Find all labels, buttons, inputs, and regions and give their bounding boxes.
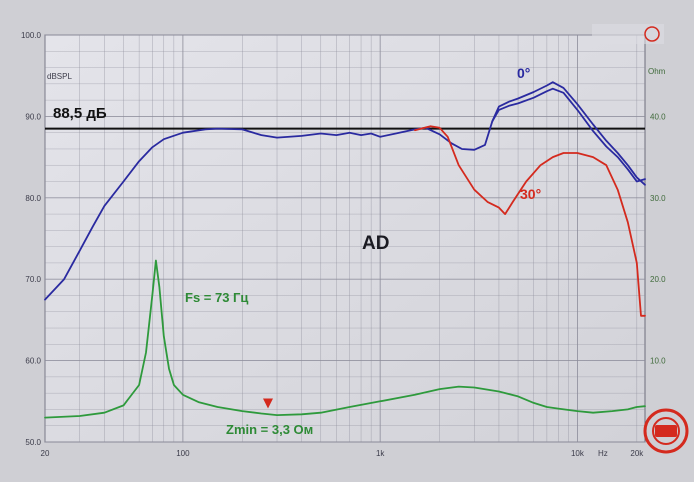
series-layer bbox=[44, 81, 646, 419]
corner-watermark bbox=[592, 24, 664, 44]
axis-ticks: 50.0 60.0 70.0 80.0 90.0 100.0 10.0 20.0 30.0 40.… bbox=[21, 31, 666, 458]
on-axis-label: 0° bbox=[517, 65, 530, 81]
magazine-logo bbox=[643, 408, 689, 454]
x-tick-label: 100 bbox=[176, 449, 190, 458]
chart-title: AD bbox=[362, 233, 389, 254]
y2-tick-label: 10.0 bbox=[650, 357, 666, 366]
x-tick-label: 20k bbox=[630, 449, 644, 458]
plot-area bbox=[44, 34, 646, 443]
y2-axis-unit: Ohm bbox=[648, 67, 666, 76]
off-axis-30-curve bbox=[414, 125, 646, 317]
impedance-curve bbox=[44, 259, 646, 419]
y-tick-label: 90.0 bbox=[25, 112, 41, 121]
off-axis-label: 30° bbox=[520, 186, 541, 202]
zmin-marker bbox=[262, 398, 273, 409]
grid-minor bbox=[44, 35, 645, 442]
y2-tick-label: 30.0 bbox=[650, 194, 666, 203]
y-tick-label: 50.0 bbox=[25, 438, 41, 447]
y2-tick-label: 40.0 bbox=[650, 112, 666, 121]
reference-line-label: 88,5 дБ bbox=[53, 105, 107, 122]
x-tick-label: 20 bbox=[41, 449, 50, 458]
y-tick-label: 70.0 bbox=[25, 275, 41, 284]
y2-tick-label: 20.0 bbox=[650, 275, 666, 284]
y-tick-label: 100.0 bbox=[21, 31, 42, 40]
on-axis-curve-secondary bbox=[491, 87, 646, 183]
zmin-annotation: Zmin = 3,3 Ом bbox=[226, 422, 313, 437]
y-tick-label: 60.0 bbox=[25, 357, 41, 366]
x-tick-label: 1k bbox=[376, 449, 385, 458]
x-axis-unit: Hz bbox=[598, 449, 608, 458]
on-axis-curve bbox=[44, 81, 646, 301]
y-axis-unit: dBSPL bbox=[47, 72, 72, 81]
x-tick-label: 10k bbox=[571, 449, 585, 458]
y-tick-label: 80.0 bbox=[25, 194, 41, 203]
fs-annotation: Fs = 73 Гц bbox=[185, 290, 248, 305]
